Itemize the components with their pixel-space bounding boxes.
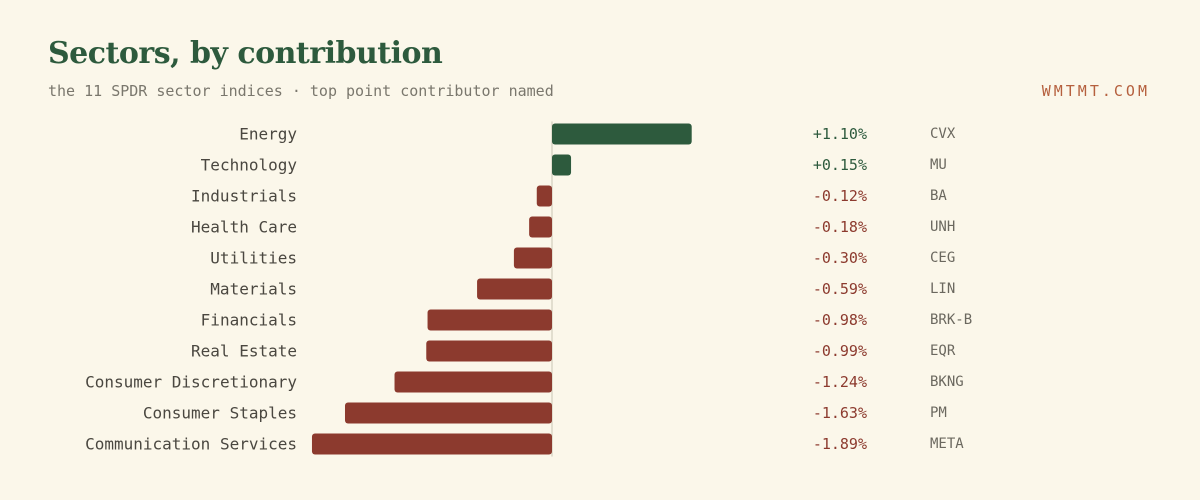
- contributor-ticker: UNH: [930, 219, 955, 235]
- value-label: -0.30%: [813, 249, 867, 267]
- category-label: Energy: [239, 125, 297, 144]
- contributor-ticker: PM: [930, 405, 947, 421]
- value-label: -0.18%: [813, 218, 867, 236]
- category-label: Utilities: [210, 249, 297, 268]
- bar: [344, 402, 552, 424]
- category-label: Communication Services: [85, 435, 297, 454]
- value-label: -0.98%: [813, 311, 867, 329]
- bar: [311, 433, 552, 455]
- contributor-ticker: CVX: [930, 126, 956, 142]
- bar: [552, 123, 692, 145]
- category-label: Materials: [210, 280, 297, 299]
- contributor-ticker: EQR: [930, 343, 956, 359]
- category-label: Consumer Discretionary: [85, 373, 297, 392]
- bar: [536, 185, 552, 207]
- category-label: Real Estate: [191, 342, 297, 361]
- category-label: Consumer Staples: [143, 404, 297, 423]
- chart-subtitle: the 11 SPDR sector indices · top point c…: [48, 82, 554, 100]
- value-label: +1.10%: [813, 125, 867, 143]
- bar: [529, 216, 552, 238]
- value-label: -1.63%: [813, 404, 867, 422]
- category-label: Industrials: [191, 187, 297, 206]
- value-label: -0.59%: [813, 280, 867, 298]
- contributor-ticker: CEG: [930, 250, 955, 266]
- bar: [394, 371, 552, 393]
- value-label: -0.12%: [813, 187, 867, 205]
- category-label: Technology: [201, 156, 298, 175]
- chart-title: Sectors, by contribution: [48, 36, 443, 71]
- contributor-ticker: BKNG: [930, 374, 964, 390]
- contributor-ticker: BA: [930, 188, 947, 204]
- contributor-ticker: META: [930, 436, 964, 452]
- bar: [552, 154, 572, 176]
- bar: [513, 247, 552, 269]
- contributor-ticker: BRK-B: [930, 312, 972, 328]
- category-label: Financials: [201, 311, 297, 330]
- contributor-ticker: LIN: [930, 281, 955, 297]
- category-label: Health Care: [191, 218, 297, 237]
- contributor-ticker: MU: [930, 157, 947, 173]
- brand-link[interactable]: WMTMT.COM: [1041, 82, 1150, 100]
- bar: [427, 309, 552, 331]
- value-label: -1.89%: [813, 435, 867, 453]
- bar: [426, 340, 552, 362]
- value-label: +0.15%: [813, 156, 867, 174]
- value-label: -1.24%: [813, 373, 867, 391]
- value-label: -0.99%: [813, 342, 867, 360]
- bar: [477, 278, 552, 300]
